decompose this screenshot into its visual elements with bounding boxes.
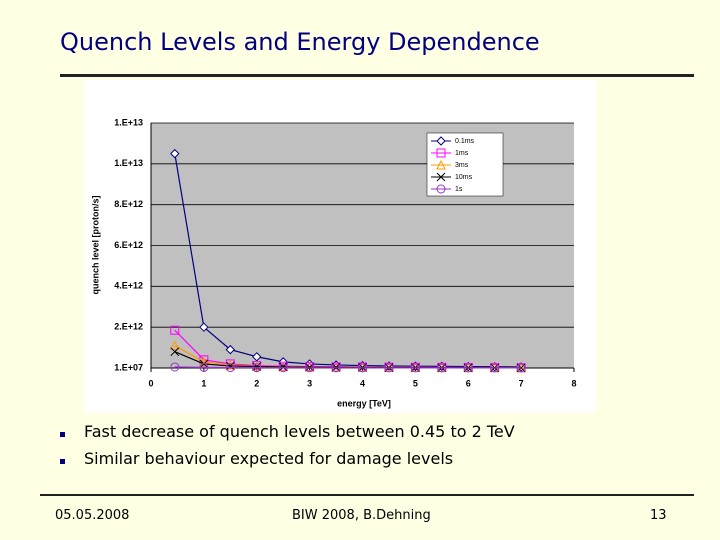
- marker: [436, 172, 446, 182]
- marker: [170, 347, 180, 357]
- y-tick-label: 2.E+12: [114, 322, 143, 332]
- x-tick-label: 5: [413, 378, 418, 388]
- x-tick-label: 2: [254, 378, 259, 388]
- legend-label: 0.1ms: [455, 138, 475, 145]
- marker: [516, 363, 526, 373]
- marker: [252, 362, 262, 371]
- bullet: Similar behaviour expected for damage le…: [84, 449, 454, 468]
- marker: [199, 362, 209, 372]
- legend-label: 10ms: [455, 174, 473, 181]
- marker: [170, 325, 180, 335]
- y-axis-label: quench level [proton/s]: [90, 195, 100, 294]
- marker: [252, 352, 262, 362]
- marker: [199, 359, 209, 369]
- marker: [305, 363, 315, 373]
- x-tick-label: 7: [519, 378, 524, 388]
- marker: [436, 159, 446, 170]
- x-tick-label: 6: [466, 378, 471, 388]
- marker: [225, 363, 235, 373]
- marker: [170, 362, 180, 372]
- footer-date: 05.05.2008: [55, 508, 130, 523]
- x-tick-label: 1: [201, 378, 206, 388]
- footer-center: BIW 2008, B.Dehning: [292, 508, 431, 523]
- marker: [170, 148, 180, 159]
- y-tick-label: 8.E+12: [114, 199, 143, 209]
- y-tick-label: 6.E+12: [114, 240, 143, 250]
- marker: [252, 363, 262, 373]
- marker: [169, 340, 180, 351]
- x-axis-label: energy [TeV]: [337, 398, 391, 408]
- y-tick-label: 1.E+13: [114, 117, 143, 127]
- x-tick-label: 0: [148, 378, 153, 388]
- marker: [278, 363, 288, 373]
- title-rule: [60, 74, 694, 77]
- bullet: Fast decrease of quench levels between 0…: [84, 422, 515, 441]
- legend-label: 1ms: [455, 150, 469, 157]
- x-tick-label: 4: [360, 378, 365, 388]
- x-tick-label: 3: [307, 378, 312, 388]
- y-tick-label: 4.E+12: [114, 281, 143, 291]
- footer-rule: [40, 494, 694, 496]
- bullet-marker: [60, 459, 65, 464]
- marker: [331, 363, 341, 373]
- marker: [436, 184, 446, 194]
- chart: quench level [proton/s] energy [TeV] 1.E…: [84, 80, 596, 413]
- y-tick-label: 1.E+07: [114, 362, 143, 372]
- marker: [463, 363, 473, 373]
- marker: [199, 322, 209, 332]
- marker: [358, 363, 367, 373]
- marker: [437, 363, 447, 373]
- page-number: 13: [650, 508, 667, 523]
- marker: [410, 363, 420, 373]
- marker: [436, 148, 446, 158]
- bullet-marker: [60, 432, 65, 437]
- marker: [384, 363, 394, 373]
- legend-label: 1s: [455, 186, 463, 193]
- x-tick-label: 8: [571, 378, 576, 388]
- y-tick-label: 1.E+13: [114, 158, 143, 168]
- marker: [225, 359, 236, 370]
- legend-label: 3ms: [455, 162, 469, 169]
- marker: [436, 136, 446, 146]
- marker: [225, 344, 236, 355]
- marker: [490, 363, 500, 373]
- marker: [225, 361, 235, 371]
- slide-title: Quench Levels and Energy Dependence: [60, 28, 540, 56]
